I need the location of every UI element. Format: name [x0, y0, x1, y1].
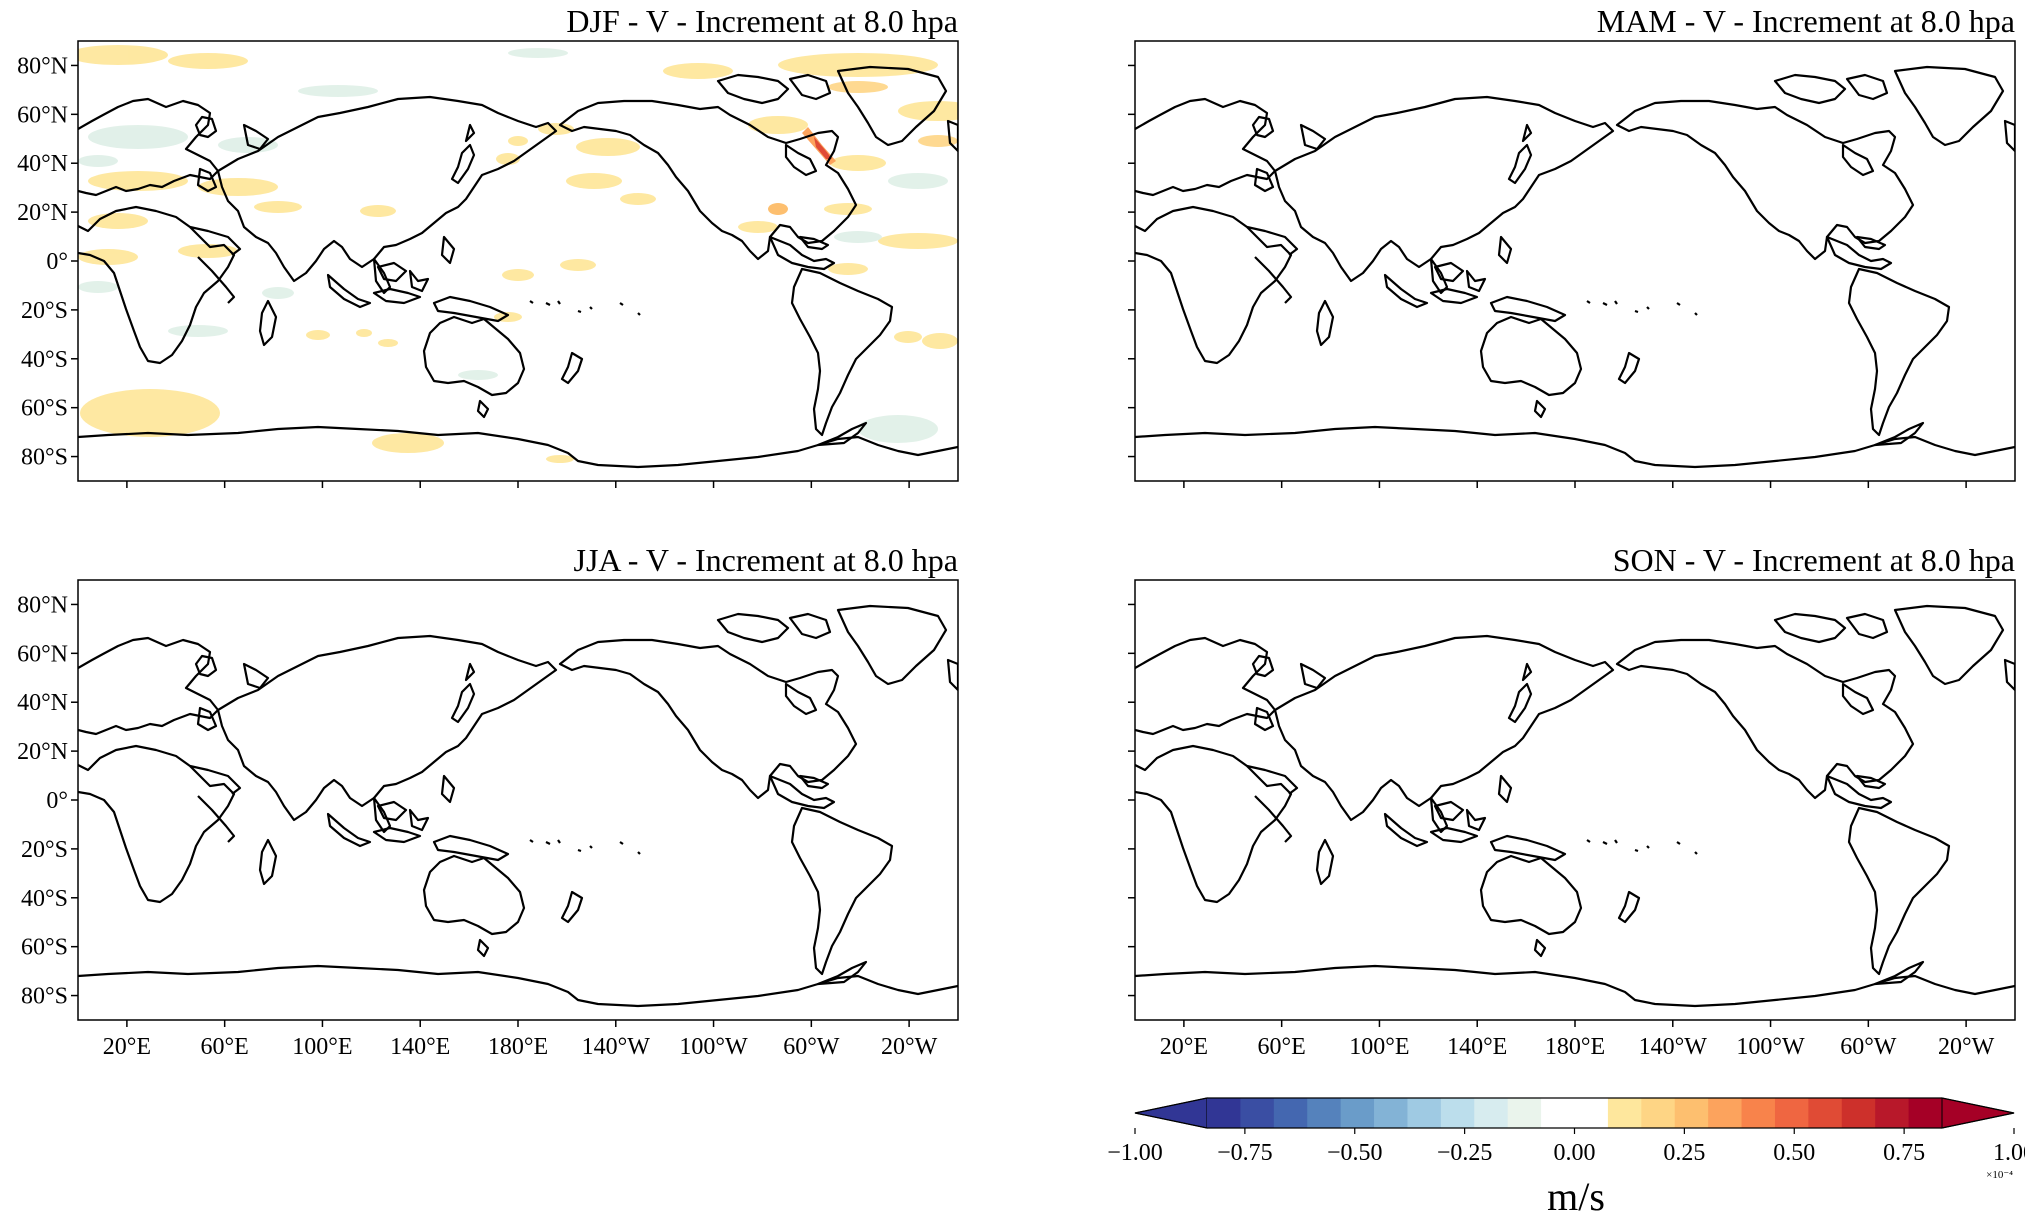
- lat-tick-label: 20°S: [21, 298, 68, 324]
- colorbar-swatch: [1574, 1098, 1609, 1128]
- lat-tick-label: 20°S: [21, 837, 68, 863]
- lon-tick-label: 100°E: [1349, 1034, 1409, 1060]
- colorbar-outline: [1134, 1097, 2015, 1129]
- colorbar-swatch: [1607, 1098, 1642, 1128]
- colorbar-swatch: [1541, 1098, 1575, 1128]
- colorbar-tick-label: −0.25: [1437, 1140, 1493, 1166]
- colorbar-swatch: [1841, 1098, 1876, 1128]
- colorbar-swatch: [1374, 1098, 1408, 1128]
- lon-tick-label: 100°W: [1736, 1034, 1805, 1060]
- lat-tick-label: 40°S: [21, 886, 68, 912]
- lon-tick-label: 140°E: [390, 1034, 450, 1060]
- lat-tick-label: 0°: [46, 249, 68, 275]
- colorbar-swatch: [1474, 1098, 1509, 1128]
- lon-tick-label: 20°W: [1938, 1034, 1995, 1060]
- lon-tick-label: 100°E: [292, 1034, 352, 1060]
- colorbar-swatch: [1507, 1098, 1542, 1128]
- colorbar: −1.00 −0.75 −0.50 −0.25 0.00 0.25 0.50 0.75 1.00: [1107, 1097, 2025, 1166]
- lon-tick-label: 60°E: [201, 1034, 249, 1060]
- lat-tick-label: 40°N: [17, 690, 68, 716]
- lon-tick-label: 140°E: [1447, 1034, 1507, 1060]
- lon-tick-label: 100°W: [679, 1034, 748, 1060]
- lat-tick-label: 80°S: [21, 445, 68, 471]
- colorbar-swatch: [1875, 1098, 1910, 1128]
- colorbar-swatch: [1340, 1098, 1375, 1128]
- colorbar-tick-label: 0.00: [1554, 1140, 1596, 1166]
- lon-tick-label: 60°E: [1258, 1034, 1306, 1060]
- lat-tick-label: 20°N: [17, 739, 68, 765]
- lat-tick-label: 20°N: [17, 200, 68, 226]
- lat-tick-label: 60°S: [21, 396, 68, 422]
- axis-ticks: 80°N 60°N 40°N 20°N 0° 20°S 40°S 60°S 80°S 80°N 60…: [17, 53, 1995, 1060]
- colorbar-swatch: [1207, 1098, 1241, 1128]
- colorbar-swatch: [1240, 1098, 1275, 1128]
- colorbar-swatch: [1407, 1098, 1442, 1128]
- colorbar-tick-label: −1.00: [1107, 1140, 1163, 1166]
- panel-title-son: SON - V - Increment at 8.0 hpa: [1613, 542, 2015, 578]
- lon-tick-label: 60°W: [783, 1034, 840, 1060]
- colorbar-swatch: [1641, 1098, 1676, 1128]
- colorbar-swatch: [1273, 1098, 1308, 1128]
- lat-tick-label: 40°N: [17, 151, 68, 177]
- lon-tick-label: 180°E: [488, 1034, 548, 1060]
- lat-tick-label: 80°N: [17, 592, 68, 618]
- lat-tick-label: 40°S: [21, 347, 68, 373]
- colorbar-swatch: [1808, 1098, 1843, 1128]
- map-panel-son: [1134, 579, 2016, 1021]
- colorbar-units: m/s: [1547, 1174, 1605, 1219]
- colorbar-swatch: [1741, 1098, 1776, 1128]
- colorbar-swatch: [1674, 1098, 1709, 1128]
- lat-tick-label: 60°S: [21, 935, 68, 961]
- lon-tick-label: 20°E: [103, 1034, 151, 1060]
- colorbar-swatch: [1908, 1098, 1943, 1128]
- colorbar-swatch: [1774, 1098, 1809, 1128]
- panel-title-mam: MAM - V - Increment at 8.0 hpa: [1597, 3, 2015, 39]
- lon-tick-label: 20°W: [881, 1034, 938, 1060]
- djf-field: [78, 41, 958, 481]
- lat-tick-label: 0°: [46, 788, 68, 814]
- lon-tick-label: 60°W: [1840, 1034, 1897, 1060]
- colorbar-multiplier: ×10⁻⁴: [1986, 1169, 2013, 1181]
- map-panel-jja: [77, 579, 959, 1021]
- lon-tick-label: 140°W: [1639, 1034, 1708, 1060]
- map-panel-djf: [77, 40, 959, 482]
- lon-tick-label: 180°E: [1545, 1034, 1605, 1060]
- map-panel-mam: [1134, 40, 2016, 482]
- panel-title-jja: JJA - V - Increment at 8.0 hpa: [573, 542, 958, 578]
- lat-tick-label: 60°N: [17, 641, 68, 667]
- colorbar-tick-label: −0.75: [1217, 1140, 1273, 1166]
- lat-tick-label: 80°N: [17, 53, 68, 79]
- lon-tick-label: 20°E: [1160, 1034, 1208, 1060]
- lat-tick-label: 80°S: [21, 984, 68, 1010]
- colorbar-swatch: [1708, 1098, 1743, 1128]
- panel-title-djf: DJF - V - Increment at 8.0 hpa: [566, 3, 958, 39]
- colorbar-extend-high: [1941, 1097, 2015, 1129]
- lat-tick-label: 60°N: [17, 102, 68, 128]
- colorbar-tick-label: 1.00: [1993, 1140, 2025, 1166]
- colorbar-tick-label: −0.50: [1327, 1140, 1383, 1166]
- lon-tick-label: 140°W: [582, 1034, 651, 1060]
- colorbar-extend-low: [1134, 1097, 1208, 1129]
- colorbar-tick-label: 0.50: [1773, 1140, 1815, 1166]
- colorbar-tick-label: 0.75: [1883, 1140, 1925, 1166]
- colorbar-swatch: [1307, 1098, 1342, 1128]
- colorbar-tick-label: 0.25: [1663, 1140, 1705, 1166]
- colorbar-swatch: [1440, 1098, 1475, 1128]
